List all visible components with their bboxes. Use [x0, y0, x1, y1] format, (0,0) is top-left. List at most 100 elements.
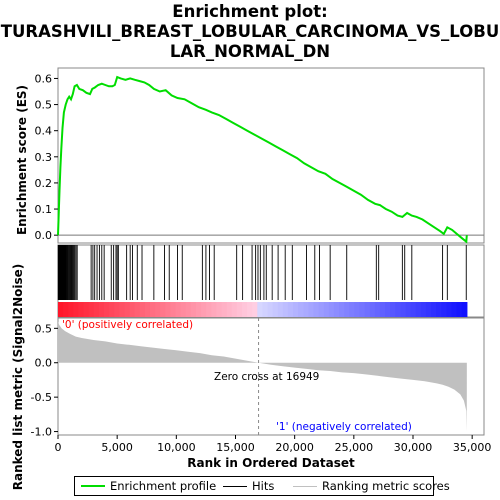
- rank-band-segment: [58, 302, 64, 317]
- title-line-2: TURASHVILI_BREAST_LOBULAR_CARCINOMA_VS_L…: [0, 22, 500, 41]
- rank-band-segment: [226, 302, 233, 317]
- title-line-3: LAR_NORMAL_DN: [169, 42, 331, 61]
- rank-band-segment: [236, 302, 243, 317]
- metric-ylabel: Ranked list metric (Signal2Noise): [11, 264, 25, 491]
- x-tick-label: 25,000: [335, 441, 374, 454]
- rank-band-segment: [359, 302, 366, 317]
- rank-band-segment: [165, 302, 172, 317]
- rank-band-segment: [415, 302, 422, 317]
- es-ytick-label: 0.2: [35, 177, 53, 190]
- rank-band-segment: [129, 302, 136, 317]
- enrichment-profile-line: [57, 75, 468, 244]
- rank-band-segment: [339, 302, 345, 317]
- x-tick-label: 5,000: [101, 441, 133, 454]
- rank-band-segment: [216, 302, 223, 317]
- rank-band-segment: [344, 302, 350, 317]
- rank-band-segment: [252, 302, 258, 317]
- rank-band-segment: [364, 302, 371, 317]
- rank-band-segment: [195, 302, 202, 317]
- rank-band-segment: [436, 302, 442, 317]
- rank-band-segment: [379, 302, 386, 317]
- x-tick-label: 35,000: [453, 441, 492, 454]
- rank-band-segment: [68, 302, 74, 317]
- es-panel-frame: [57, 67, 485, 244]
- rank-band-segment: [298, 302, 304, 317]
- es-ytick-label: 0.6: [35, 72, 53, 85]
- rank-band-segment: [446, 302, 453, 317]
- legend-item-metric: Ranking metric scores: [293, 479, 450, 493]
- rank-band-segment: [323, 302, 330, 317]
- rank-band-segment: [231, 302, 238, 317]
- rank-band-segment: [390, 302, 396, 317]
- rank-band-segment: [272, 302, 279, 317]
- rank-band-segment: [456, 302, 463, 317]
- rank-band-segment: [144, 302, 151, 317]
- x-tick-label: 20,000: [275, 441, 314, 454]
- rank-band-segment: [374, 302, 381, 317]
- es-ytick-label: 0.5: [35, 99, 53, 112]
- legend-label-enrichment: Enrichment profile: [110, 479, 217, 493]
- legend-label-metric: Ranking metric scores: [322, 479, 450, 493]
- rank-band-segment: [262, 302, 269, 317]
- rank-band-segment: [277, 302, 284, 317]
- rank-band-segment: [400, 302, 407, 317]
- x-axis-label: Rank in Ordered Dataset: [187, 456, 355, 470]
- x-tick-label: 10,000: [157, 441, 196, 454]
- rank-band-segment: [160, 302, 166, 317]
- rank-band-segment: [425, 302, 432, 317]
- rank-band-segment: [119, 302, 126, 317]
- rank-band-segment: [241, 302, 248, 317]
- rank-band-segment: [303, 302, 310, 317]
- chart-title: Enrichment plot: TURASHVILI_BREAST_LOBUL…: [0, 2, 500, 62]
- zero-cross-label: Zero cross at 16949: [214, 371, 319, 383]
- rank-band-segment: [149, 302, 156, 317]
- rank-band-segment: [114, 302, 120, 317]
- rank-band-segment: [431, 302, 437, 317]
- rank-band-segment: [63, 302, 69, 317]
- rank-band-segment: [349, 302, 356, 317]
- es-ylabel: Enrichment score (ES): [15, 85, 29, 235]
- rank-band-segment: [124, 302, 131, 317]
- es-ytick-label: 0.1: [35, 203, 53, 216]
- rank-band-segment: [369, 302, 376, 317]
- legend-item-enrichment: Enrichment profile: [81, 479, 216, 493]
- rank-band-segment: [88, 302, 95, 317]
- rank-band-segment: [190, 302, 197, 317]
- rank-band-segment: [139, 302, 146, 317]
- legend-swatch-enrichment: [81, 485, 105, 487]
- rank-band-segment: [93, 302, 100, 317]
- rank-band-segment: [221, 302, 228, 317]
- rank-band-segment: [185, 302, 192, 317]
- metric-ytick-label: 0.0: [35, 357, 53, 370]
- x-tick-label: 30,000: [394, 441, 433, 454]
- legend-label-hits: Hits: [252, 479, 275, 493]
- rank-band-segment: [201, 302, 207, 317]
- rank-band-segment: [451, 302, 458, 317]
- rank-band-segment: [354, 302, 361, 317]
- rank-band-segment: [405, 302, 412, 317]
- rank-band-segment: [257, 302, 264, 317]
- rank-band-segment: [313, 302, 320, 317]
- rank-band-segment: [461, 302, 468, 317]
- es-ytick-label: 0.4: [35, 125, 53, 138]
- rank-band-segment: [98, 302, 105, 317]
- metric-ytick-label: 0.5: [35, 322, 53, 335]
- rank-band-segment: [333, 302, 340, 317]
- x-tick-label: 15,000: [216, 441, 255, 454]
- rank-band-segment: [155, 302, 161, 317]
- rank-band-segment: [247, 302, 253, 317]
- es-panel: 0.0 0.1 0.2 0.3 0.4 0.5 0.6 Enrichment score (…: [15, 67, 485, 244]
- legend: Enrichment profile Hits Ranking metric s…: [74, 476, 450, 496]
- rank-band-segment: [103, 302, 110, 317]
- rank-band-segment: [109, 302, 115, 317]
- rank-band-segment: [395, 302, 402, 317]
- rank-band-segment: [211, 302, 218, 317]
- rank-band-segment: [170, 302, 177, 317]
- rank-band-segment: [78, 302, 85, 317]
- rank-band-segment: [410, 302, 417, 317]
- metric-panel: 0.5 0.0 -0.5 -1.0 '0' (positively correlate…: [11, 264, 485, 491]
- rank-band-segment: [134, 302, 141, 317]
- rank-band-segment: [175, 302, 182, 317]
- es-ytick-label: 0.3: [35, 151, 53, 164]
- positive-correlation-label: '0' (positively correlated): [62, 319, 193, 331]
